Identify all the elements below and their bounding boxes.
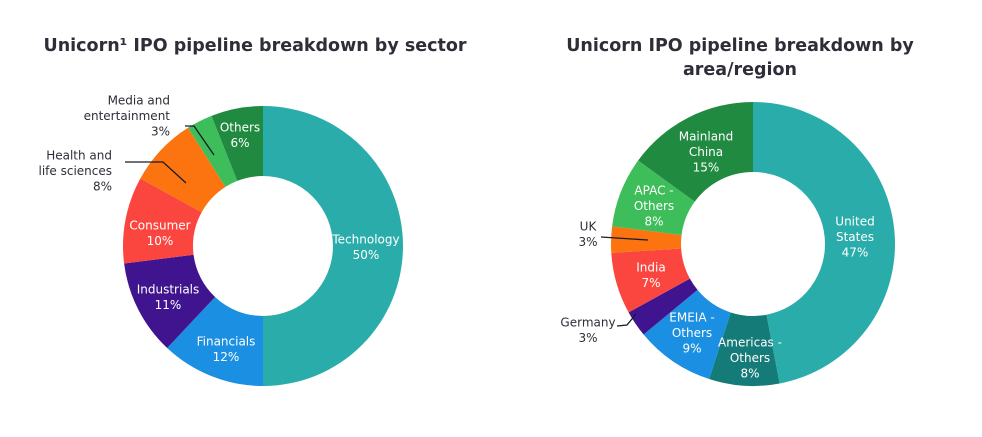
slice-name: Others bbox=[730, 351, 770, 365]
slice-percent: 6% bbox=[230, 136, 249, 150]
donut-slice bbox=[753, 102, 895, 384]
slice-name: China bbox=[689, 145, 723, 159]
slice-name: India bbox=[636, 260, 665, 274]
slice-name: Technology bbox=[331, 232, 399, 246]
slice-label: Americas -Others 8% bbox=[718, 336, 782, 381]
donut-slice bbox=[123, 178, 202, 264]
slice-label: Media and entertainment 3% bbox=[84, 94, 171, 139]
slice-name: Industrials bbox=[137, 282, 200, 296]
donut-slice bbox=[187, 115, 238, 187]
slice-percent: 8% bbox=[740, 367, 759, 381]
chart-title-region: Unicorn IPO pipeline breakdown by area/r… bbox=[566, 36, 914, 80]
slice-label: Germany 3% bbox=[560, 315, 615, 345]
slice-name: Americas - bbox=[718, 336, 782, 350]
donut-slice bbox=[638, 102, 753, 202]
slice-label: United States 47% bbox=[835, 215, 874, 260]
slice-percent: 3% bbox=[578, 235, 597, 249]
donut-slice bbox=[263, 106, 403, 386]
slice-name: Media and bbox=[108, 94, 170, 108]
slice-percent: 47% bbox=[842, 246, 869, 260]
slice-label: Consumer 10% bbox=[129, 218, 190, 248]
slice-name: Consumer bbox=[129, 218, 190, 232]
slice-name: Others bbox=[634, 199, 674, 213]
slice-percent: 3% bbox=[151, 125, 170, 139]
donut-slice bbox=[211, 106, 263, 181]
slice-percent: 8% bbox=[93, 180, 112, 194]
slice-percent: 8% bbox=[644, 215, 663, 229]
slice-name: life sciences bbox=[39, 164, 113, 178]
donut-slice bbox=[643, 289, 731, 380]
slice-name: APAC - bbox=[634, 184, 673, 198]
slice-name: Health and bbox=[46, 149, 112, 163]
slice-percent: 11% bbox=[155, 298, 182, 312]
donut-slice bbox=[709, 312, 780, 386]
slice-label: UK 3% bbox=[578, 219, 597, 249]
leader-line bbox=[185, 125, 215, 156]
slice-name: UK bbox=[580, 219, 598, 233]
slice-label: EMEIA -Others 9% bbox=[669, 311, 714, 356]
slice-percent: 10% bbox=[147, 234, 174, 248]
slice-percent: 3% bbox=[578, 331, 597, 345]
donut-chart-region: United States 47%Americas -Others 8%EMEIA -… bbox=[560, 102, 895, 386]
donut-slice bbox=[167, 297, 263, 386]
chart-title-sector: Unicorn¹ IPO pipeline breakdown by secto… bbox=[43, 36, 467, 56]
slice-name: Financials bbox=[197, 334, 256, 348]
slice-label: Mainland China 15% bbox=[679, 130, 734, 175]
leader-line bbox=[616, 313, 637, 327]
slice-percent: 12% bbox=[213, 350, 240, 364]
slice-name: Others bbox=[672, 326, 712, 340]
slice-label: Financials 12% bbox=[197, 334, 256, 364]
slice-label: Others 6% bbox=[220, 120, 260, 150]
slice-name: EMEIA - bbox=[669, 311, 714, 325]
slice-label: Health and life sciences 8% bbox=[39, 149, 113, 194]
slice-percent: 50% bbox=[353, 248, 380, 262]
donut-slice bbox=[124, 254, 216, 349]
slice-label: India 7% bbox=[636, 260, 665, 290]
slice-percent: 9% bbox=[682, 342, 701, 356]
leader-line bbox=[600, 236, 649, 241]
donut-chart-sector: Technology 50% Financials 12% Industrials 11%… bbox=[39, 94, 403, 386]
slice-label: APAC -Others 8% bbox=[634, 184, 674, 229]
leader-line bbox=[125, 161, 187, 184]
slice-label: Technology 50% bbox=[331, 232, 399, 262]
slice-name: Germany bbox=[560, 315, 615, 329]
slice-name: United bbox=[835, 215, 874, 229]
donut-slice bbox=[140, 127, 226, 213]
donut-slice bbox=[611, 248, 690, 313]
slice-percent: 7% bbox=[641, 276, 660, 290]
slice-percent: 15% bbox=[693, 161, 720, 175]
donut-slice bbox=[628, 278, 698, 335]
slice-name: Others bbox=[220, 120, 260, 134]
slice-label: Industrials 11% bbox=[137, 282, 200, 312]
donut-slice bbox=[612, 160, 695, 235]
slice-name: entertainment bbox=[84, 109, 171, 123]
slice-name: Mainland bbox=[679, 130, 734, 144]
slice-name: States bbox=[836, 230, 874, 244]
